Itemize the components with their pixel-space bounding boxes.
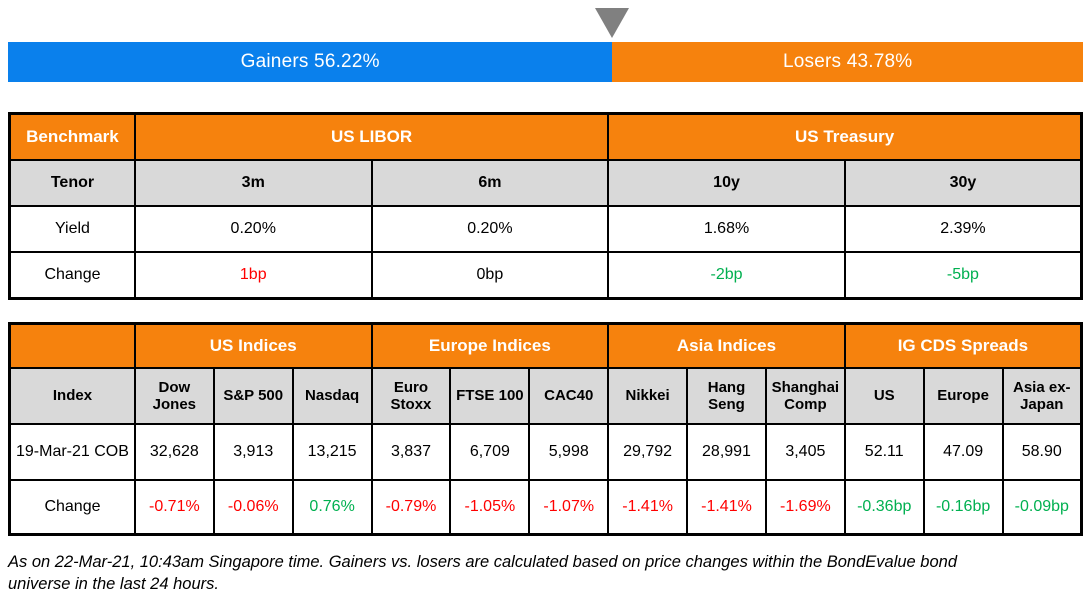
gainers-label: Gainers 56.22%	[240, 51, 380, 72]
europe-cds-level: 47.09	[922, 423, 1004, 481]
hang-seng-level: 28,991	[686, 423, 767, 481]
ig-cds-group-header: IG CDS Spreads	[843, 322, 1083, 369]
tenor-30y: 30y	[843, 159, 1083, 207]
yield-30y: 2.39%	[843, 205, 1083, 253]
cac40-change: -1.07%	[528, 479, 610, 536]
losers-segment: Losers 43.78%	[612, 42, 1083, 82]
sp500-col-header: S&P 500	[212, 367, 294, 425]
asia-ex-japan-cds-change: -0.09bp	[1001, 479, 1083, 536]
nasdaq-change: 0.76%	[291, 479, 373, 536]
asia-ex-japan-cds-col-header: Asia ex-Japan	[1001, 367, 1083, 425]
level-row-label: 19-Mar-21 COB	[8, 423, 136, 481]
change-30y: -5bp	[843, 251, 1083, 300]
indices-table: US Indices Europe Indices Asia Indices I…	[8, 322, 1083, 536]
benchmark-change-row: Change 1bp 0bp -2bp -5bp	[8, 251, 1083, 300]
us-cds-change: -0.36bp	[843, 479, 925, 536]
dow-jones-change: -0.71%	[133, 479, 215, 536]
us-libor-group-header: US LIBOR	[133, 112, 610, 161]
ftse100-change: -1.05%	[449, 479, 531, 536]
change-3m: 1bp	[133, 251, 373, 300]
pointer-row	[8, 8, 1083, 42]
tenor-6m: 6m	[370, 159, 610, 207]
europe-cds-change: -0.16bp	[922, 479, 1004, 536]
europe-cds-col-header: Europe	[922, 367, 1004, 425]
asia-ex-japan-cds-level: 58.90	[1001, 423, 1083, 481]
indices-change-label: Change	[8, 479, 136, 536]
market-summary-page: Gainers 56.22% Losers 43.78% Benchmark U…	[8, 8, 1083, 594]
hang-seng-col-header: Hang Seng	[686, 367, 767, 425]
gainers-losers-bar: Gainers 56.22% Losers 43.78%	[8, 42, 1083, 82]
benchmark-header-row: Benchmark US LIBOR US Treasury	[8, 112, 1083, 161]
europe-indices-group-header: Europe Indices	[370, 322, 610, 369]
sp500-level: 3,913	[212, 423, 294, 481]
ftse100-col-header: FTSE 100	[449, 367, 531, 425]
shanghai-comp-level: 3,405	[764, 423, 846, 481]
gainers-segment: Gainers 56.22%	[8, 42, 613, 82]
tenor-row: Tenor 3m 6m 10y 30y	[8, 159, 1083, 207]
nikkei-level: 29,792	[607, 423, 689, 481]
indices-change-row: Change -0.71% -0.06% 0.76% -0.79% -1.05%…	[8, 479, 1083, 536]
tenor-3m: 3m	[133, 159, 373, 207]
benchmark-change-label: Change	[8, 251, 136, 300]
dow-jones-level: 32,628	[133, 423, 215, 481]
benchmark-header-cell: Benchmark	[8, 112, 136, 161]
us-cds-level: 52.11	[843, 423, 925, 481]
nasdaq-col-header: Nasdaq	[291, 367, 373, 425]
nikkei-col-header: Nikkei	[607, 367, 689, 425]
shanghai-comp-col-header: Shanghai Comp	[764, 367, 846, 425]
indices-empty-corner	[8, 322, 136, 369]
euro-stoxx-level: 3,837	[370, 423, 452, 481]
indices-level-row: 19-Mar-21 COB 32,628 3,913 13,215 3,837 …	[8, 423, 1083, 481]
indices-column-header-row: Index Dow Jones S&P 500 Nasdaq Euro Stox…	[8, 367, 1083, 425]
us-indices-group-header: US Indices	[133, 322, 373, 369]
change-6m: 0bp	[370, 251, 610, 300]
asia-indices-group-header: Asia Indices	[607, 322, 846, 369]
ftse100-level: 6,709	[449, 423, 531, 481]
euro-stoxx-col-header: Euro Stoxx	[370, 367, 452, 425]
yield-row: Yield 0.20% 0.20% 1.68% 2.39%	[8, 205, 1083, 253]
shanghai-comp-change: -1.69%	[764, 479, 846, 536]
footer-note: As on 22-Mar-21, 10:43am Singapore time.…	[8, 553, 957, 594]
yield-row-label: Yield	[8, 205, 136, 253]
change-10y: -2bp	[607, 251, 846, 300]
nikkei-change: -1.41%	[607, 479, 689, 536]
losers-label: Losers 43.78%	[782, 51, 913, 72]
benchmark-table: Benchmark US LIBOR US Treasury Tenor 3m …	[8, 112, 1083, 300]
tenor-10y: 10y	[607, 159, 846, 207]
sp500-change: -0.06%	[212, 479, 294, 536]
tenor-row-label: Tenor	[8, 159, 136, 207]
euro-stoxx-change: -0.79%	[370, 479, 452, 536]
us-cds-col-header: US	[843, 367, 925, 425]
us-treasury-group-header: US Treasury	[607, 112, 1083, 161]
yield-3m: 0.20%	[133, 205, 373, 253]
yield-10y: 1.68%	[607, 205, 846, 253]
hang-seng-change: -1.41%	[686, 479, 767, 536]
cac40-col-header: CAC40	[528, 367, 610, 425]
cac40-level: 5,998	[528, 423, 610, 481]
dow-jones-col-header: Dow Jones	[133, 367, 215, 425]
nasdaq-level: 13,215	[291, 423, 373, 481]
yield-6m: 0.20%	[370, 205, 610, 253]
index-col-header: Index	[8, 367, 136, 425]
down-triangle-icon	[595, 8, 630, 38]
indices-group-header-row: US Indices Europe Indices Asia Indices I…	[8, 322, 1083, 369]
